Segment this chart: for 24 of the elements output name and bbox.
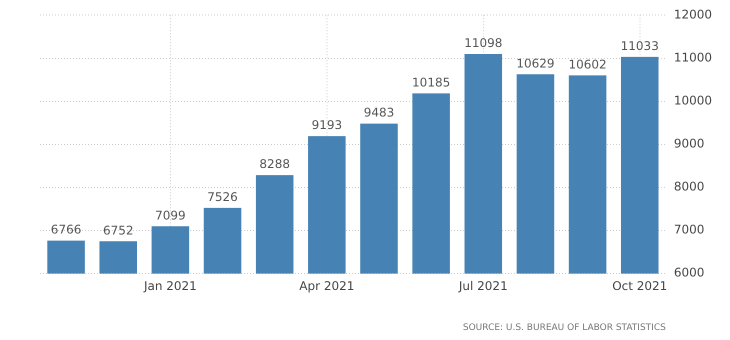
- data-label: 10602: [568, 58, 607, 72]
- data-label: 11033: [620, 38, 659, 53]
- y-tick-label: 8000: [674, 180, 704, 194]
- x-tick-label: Apr 2021: [299, 278, 354, 293]
- data-label: 11098: [464, 36, 502, 50]
- data-label: 10629: [516, 56, 555, 70]
- y-tick-label: 6000: [674, 266, 704, 280]
- data-label: 8288: [259, 157, 290, 172]
- x-tick-label: Oct 2021: [612, 278, 668, 293]
- y-tick-label: 12000: [674, 7, 712, 22]
- data-label: 9193: [312, 118, 342, 132]
- x-tick-label: Jul 2021: [458, 278, 508, 293]
- data-label: 10185: [412, 75, 450, 90]
- data-label: 7526: [207, 190, 238, 204]
- y-tick-label: 9000: [674, 136, 704, 151]
- data-label: 7099: [155, 208, 186, 222]
- source-note: SOURCE: U.S. BUREAU OF LABOR STATISTICS: [462, 323, 666, 333]
- x-tick-label: Jan 2021: [142, 278, 197, 293]
- data-label: 6766: [50, 222, 82, 237]
- data-label: 6752: [102, 223, 134, 238]
- y-tick-label: 10000: [674, 93, 712, 108]
- y-tick-label: 7000: [674, 222, 704, 237]
- data-label: 9483: [364, 106, 394, 120]
- y-tick-label: 11000: [674, 50, 712, 64]
